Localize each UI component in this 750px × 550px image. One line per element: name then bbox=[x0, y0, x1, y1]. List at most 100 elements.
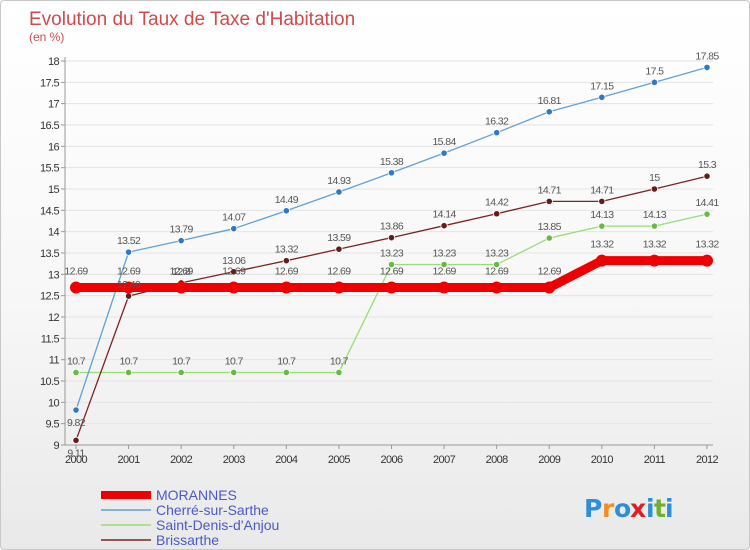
logo-letter: r bbox=[602, 494, 615, 523]
data-label: 13.85 bbox=[538, 221, 562, 233]
data-point bbox=[230, 268, 238, 276]
data-point bbox=[701, 254, 713, 267]
data-point bbox=[177, 368, 185, 377]
data-point bbox=[282, 368, 290, 377]
data-point bbox=[122, 281, 135, 294]
data-label: 13.32 bbox=[643, 239, 667, 251]
logo-letter: i bbox=[646, 494, 655, 523]
data-point bbox=[124, 368, 133, 377]
data-label: 13.86 bbox=[380, 221, 404, 233]
data-label: 13.79 bbox=[170, 224, 194, 236]
data-point bbox=[70, 281, 82, 294]
data-point bbox=[438, 281, 451, 294]
legend-label: Brissarthe bbox=[156, 532, 219, 548]
data-label: 13.23 bbox=[485, 248, 509, 260]
y-tick-label: 15 bbox=[48, 184, 60, 196]
data-label: 15 bbox=[649, 172, 660, 184]
data-label: 10.7 bbox=[225, 355, 244, 367]
y-tick-label: 12 bbox=[48, 312, 60, 324]
data-label: 13.32 bbox=[590, 239, 614, 251]
legend: MORANNESCherré-sur-SartheSaint-Denis-d'A… bbox=[101, 487, 279, 548]
y-tick-label: 13.5 bbox=[40, 248, 59, 260]
data-label: 12.69 bbox=[275, 266, 299, 278]
data-label: 12.69 bbox=[64, 266, 88, 278]
data-label: 17.15 bbox=[590, 80, 614, 92]
data-point bbox=[335, 188, 343, 196]
x-tick-label: 2009 bbox=[538, 454, 561, 466]
data-point bbox=[175, 281, 188, 294]
data-point bbox=[230, 368, 238, 377]
y-tick-label: 11 bbox=[49, 355, 60, 367]
x-tick-label: 2005 bbox=[328, 454, 351, 466]
data-label: 12.69 bbox=[380, 266, 404, 278]
data-point bbox=[282, 207, 290, 215]
data-label: 13.59 bbox=[327, 232, 351, 244]
data-point bbox=[598, 222, 606, 230]
unit-label: (en %) bbox=[29, 30, 64, 44]
data-point bbox=[72, 406, 80, 414]
data-point bbox=[124, 248, 133, 256]
logo-letter: P bbox=[584, 494, 602, 523]
logo-letter: x bbox=[630, 494, 646, 523]
data-label: 14.71 bbox=[590, 184, 614, 196]
data-label: 14.13 bbox=[590, 209, 614, 221]
x-tick-label: 2012 bbox=[696, 454, 719, 466]
x-tick-label: 2001 bbox=[118, 454, 141, 466]
data-label: 10.7 bbox=[330, 355, 349, 367]
x-tick-label: 2008 bbox=[486, 454, 509, 466]
data-label: 12.69 bbox=[432, 266, 456, 278]
data-label: 12.8 bbox=[172, 266, 191, 278]
data-label: 12.69 bbox=[538, 266, 562, 278]
data-point bbox=[648, 254, 661, 267]
data-label: 13.32 bbox=[695, 239, 719, 251]
data-point bbox=[282, 257, 290, 265]
data-point bbox=[493, 260, 501, 269]
data-label: 10.7 bbox=[120, 355, 139, 367]
x-tick-label: 2011 bbox=[644, 454, 666, 466]
legend-label: Saint-Denis-d'Anjou bbox=[156, 517, 279, 533]
series-layer bbox=[70, 63, 713, 444]
data-label: 15.3 bbox=[698, 159, 717, 171]
x-tick-label: 2007 bbox=[433, 454, 456, 466]
data-label: 14.14 bbox=[432, 209, 456, 221]
y-tick-label: 17 bbox=[48, 99, 60, 111]
data-point bbox=[335, 245, 343, 253]
data-label: 14.41 bbox=[695, 197, 719, 209]
data-label: 17.5 bbox=[645, 65, 664, 77]
data-point bbox=[650, 185, 659, 193]
data-label: 13.52 bbox=[117, 235, 141, 247]
data-point bbox=[124, 292, 133, 300]
data-point bbox=[650, 222, 659, 230]
x-tick-label: 2004 bbox=[275, 454, 298, 466]
data-label: 14.93 bbox=[327, 175, 351, 187]
data-label: 12.69 bbox=[327, 266, 351, 278]
data-point bbox=[387, 169, 396, 177]
logo-letter: i bbox=[665, 494, 674, 523]
y-tick-label: 14.5 bbox=[40, 205, 59, 217]
data-label: 13.23 bbox=[380, 248, 404, 260]
data-point bbox=[230, 225, 238, 233]
data-label: 16.32 bbox=[485, 116, 509, 128]
data-point bbox=[490, 281, 503, 294]
data-point bbox=[545, 197, 553, 205]
y-tick-label: 17.5 bbox=[40, 77, 59, 89]
y-tick-label: 15.5 bbox=[40, 163, 59, 175]
x-tick-label: 2006 bbox=[380, 454, 403, 466]
y-tick-label: 13 bbox=[48, 269, 60, 281]
data-label: 14.71 bbox=[538, 184, 562, 196]
logo-letter: t bbox=[654, 494, 666, 523]
data-label: 9.11 bbox=[67, 447, 85, 459]
data-label: 14.49 bbox=[275, 194, 299, 206]
data-point bbox=[280, 281, 293, 294]
data-point bbox=[650, 78, 659, 86]
grid bbox=[65, 60, 713, 425]
data-point bbox=[595, 254, 608, 267]
data-point bbox=[385, 281, 398, 294]
data-label: 17.85 bbox=[695, 50, 719, 62]
y-tick-label: 12.5 bbox=[40, 291, 59, 303]
data-point bbox=[72, 436, 80, 444]
data-point bbox=[703, 172, 711, 180]
y-tick-label: 18 bbox=[48, 56, 60, 68]
